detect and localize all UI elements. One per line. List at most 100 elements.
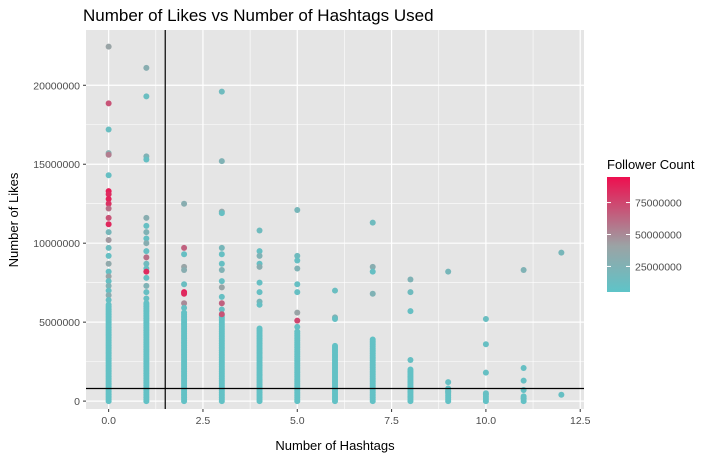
data-point — [181, 304, 188, 311]
data-point — [218, 260, 225, 267]
data-point — [294, 207, 301, 214]
data-point — [143, 282, 150, 289]
x-tick-label: 5.0 — [290, 415, 305, 427]
data-point — [256, 301, 263, 308]
x-tick-label: 7.5 — [384, 415, 399, 427]
data-point — [294, 323, 301, 330]
x-tick-label: 10.0 — [476, 415, 497, 427]
data-point — [407, 366, 414, 373]
data-point — [181, 200, 188, 207]
data-point — [256, 227, 263, 234]
data-point — [445, 268, 452, 275]
y-tick-label: 15000000 — [33, 159, 80, 171]
data-point — [105, 205, 112, 212]
data-point — [294, 257, 301, 264]
data-point — [218, 158, 225, 165]
y-axis-ticks: 0 5000000 10000000 15000000 20000000 — [33, 80, 86, 408]
data-point — [256, 325, 263, 332]
data-point — [105, 301, 112, 308]
data-point — [294, 281, 301, 288]
data-point — [143, 240, 150, 247]
data-point — [294, 252, 301, 259]
data-point — [218, 251, 225, 258]
y-tick-label: 0 — [74, 396, 80, 408]
data-point — [181, 309, 188, 316]
data-point — [181, 300, 188, 307]
data-point — [181, 281, 188, 288]
data-point — [558, 249, 565, 256]
data-point — [482, 315, 489, 322]
data-point — [181, 267, 188, 274]
legend-tick-label: 50000000 — [635, 230, 682, 242]
data-point — [143, 248, 150, 255]
data-point — [520, 364, 527, 371]
data-point — [105, 252, 112, 259]
data-point — [520, 267, 527, 274]
chart-title: Number of Likes vs Number of Hashtags Us… — [83, 6, 434, 25]
data-point — [369, 268, 376, 275]
data-point — [218, 244, 225, 251]
data-point — [143, 274, 150, 281]
data-point — [218, 311, 225, 318]
data-point — [105, 229, 112, 236]
legend-colorbar — [607, 177, 630, 292]
data-point — [105, 278, 112, 285]
data-point — [256, 248, 263, 255]
data-point — [445, 388, 452, 395]
data-point — [218, 278, 225, 285]
data-point — [143, 268, 150, 275]
data-point — [445, 379, 452, 386]
data-point — [294, 309, 301, 316]
data-point — [369, 219, 376, 226]
legend-tick-label: 75000000 — [635, 198, 682, 210]
data-point — [143, 229, 150, 236]
data-point — [218, 293, 225, 300]
data-point — [143, 222, 150, 229]
data-point — [181, 290, 188, 297]
data-point — [218, 267, 225, 274]
data-point — [332, 342, 338, 349]
data-point — [105, 200, 112, 207]
data-point — [143, 289, 150, 296]
y-tick-label: 5000000 — [39, 317, 80, 329]
x-axis-ticks: 0.0 2.5 5.0 7.5 10.0 12.5 — [101, 409, 591, 427]
data-point — [105, 43, 112, 50]
y-axis-title: Number of Likes — [6, 172, 21, 267]
grid-lines — [86, 30, 584, 409]
data-point — [407, 289, 414, 296]
color-legend: Follower Count 25000000 50000000 75000000 — [607, 157, 695, 292]
data-point — [256, 252, 263, 259]
data-point — [407, 308, 414, 315]
data-point — [143, 93, 150, 100]
data-point — [143, 254, 150, 261]
data-point — [218, 306, 225, 313]
data-point — [181, 244, 188, 251]
data-point — [143, 295, 150, 302]
data-point — [482, 390, 489, 397]
data-point — [143, 235, 150, 242]
data-point — [407, 357, 414, 364]
data-point — [105, 151, 112, 158]
data-point — [105, 292, 112, 299]
data-point — [105, 221, 112, 228]
data-point — [294, 328, 301, 335]
data-point — [482, 369, 489, 376]
reference-lines — [86, 30, 584, 409]
data-point — [105, 273, 112, 280]
data-point — [256, 289, 263, 296]
legend-tick-label: 25000000 — [635, 261, 682, 273]
data-point — [369, 290, 376, 297]
data-point — [294, 317, 301, 324]
data-point — [143, 64, 150, 71]
data-point — [558, 391, 565, 398]
data-point — [218, 210, 225, 217]
data-point — [105, 260, 112, 267]
data-point — [143, 300, 150, 307]
y-tick-label: 20000000 — [33, 80, 80, 92]
data-point — [520, 394, 527, 401]
x-tick-label: 12.5 — [570, 415, 591, 427]
data-point — [256, 263, 263, 270]
data-point — [369, 336, 376, 343]
data-point — [105, 287, 112, 294]
